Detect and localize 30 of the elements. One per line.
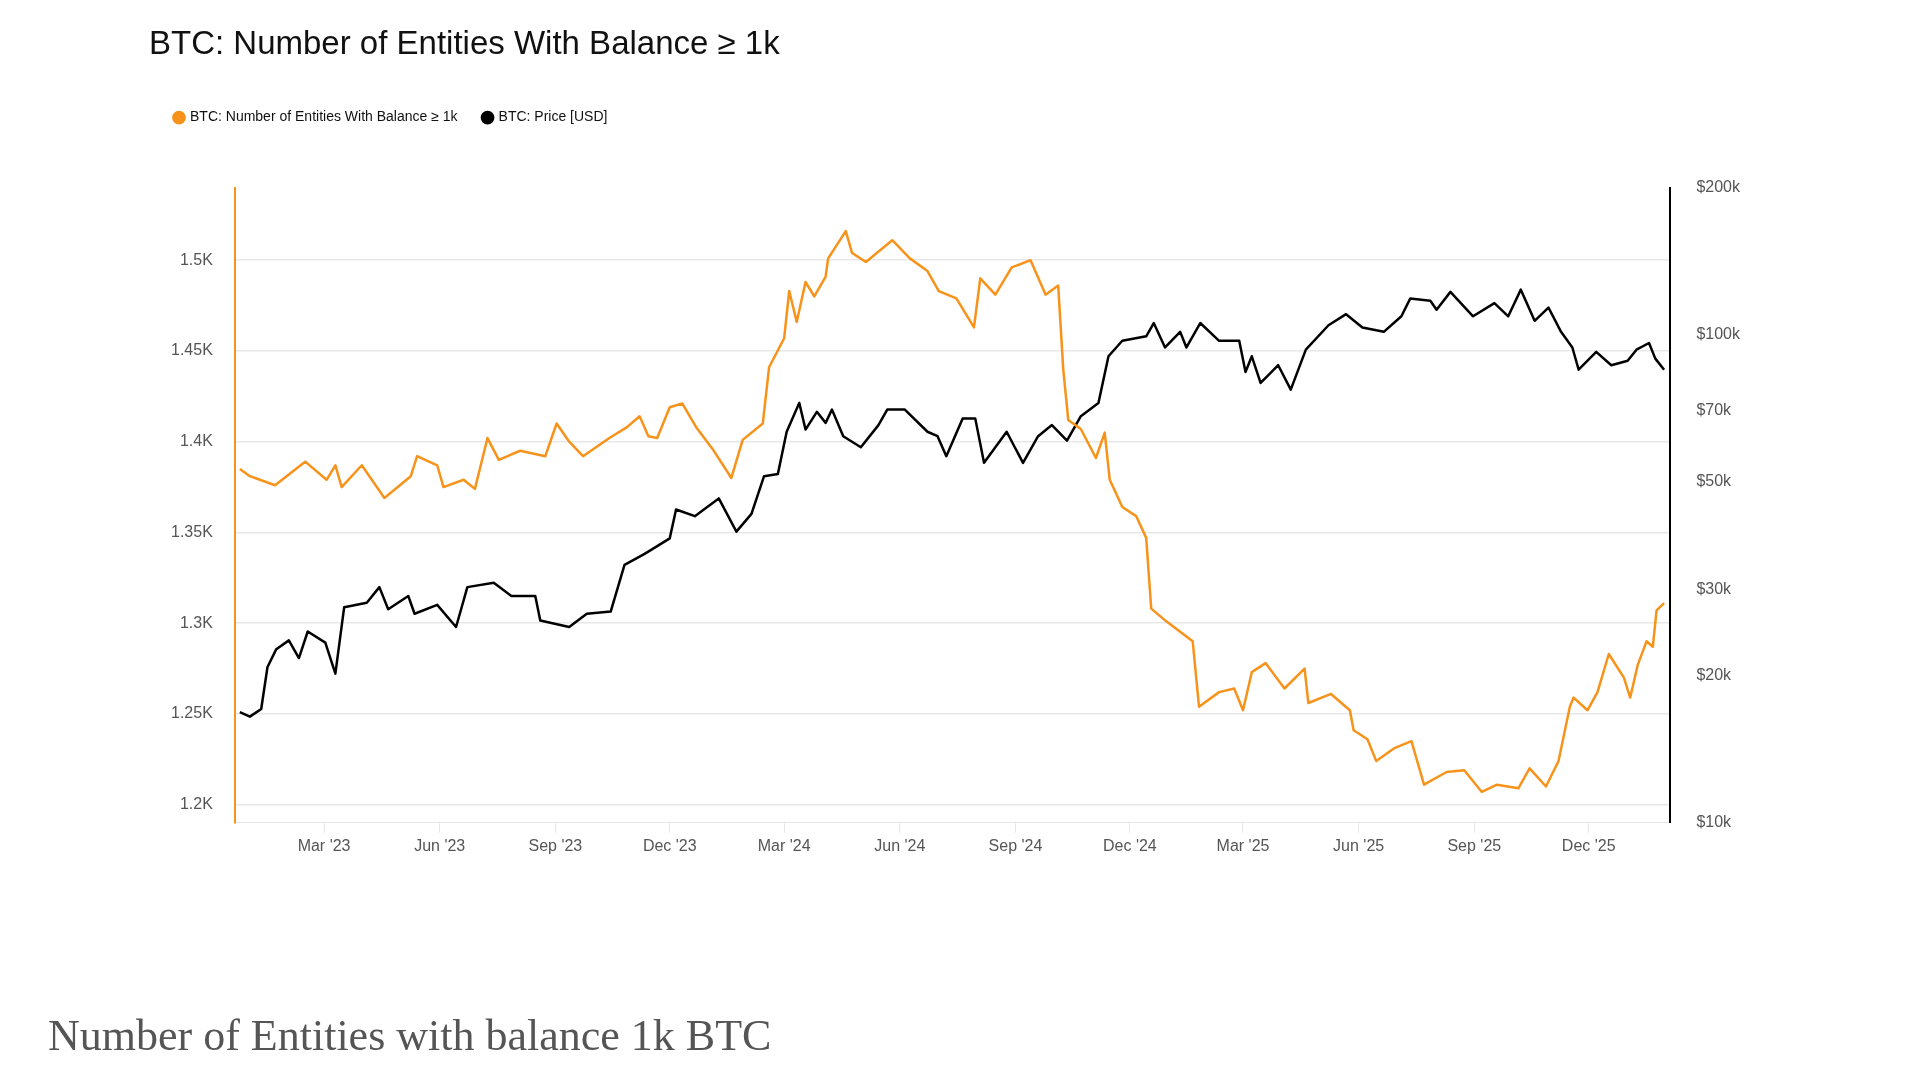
y2-tick-label: $20k [1696,666,1733,684]
x-tick-label: Mar '23 [297,836,351,854]
x-tick-label: Dec '25 [1561,836,1616,854]
y2-tick-label: $30k [1696,580,1733,598]
x-tick-label: Dec '24 [1102,836,1157,854]
y2-tick-label: $200k [1696,178,1741,196]
y-tick-label: 1.35K [171,522,214,540]
x-tick-label: Sep '23 [528,836,583,854]
y2-tick-label: $100k [1696,324,1741,342]
x-tick-label: Mar '24 [757,836,811,854]
legend-label: BTC: Number of Entities With Balance ≥ 1k [190,108,459,125]
x-tick-label: Sep '25 [1447,836,1502,854]
x-tick-label: Dec '23 [642,836,697,854]
text: Number of Entities with balance 1k BTC [48,1010,772,1061]
y-tick-label: 1.2K [179,795,214,813]
x-tick-label: Jun '23 [414,836,466,854]
x-tick-label: Jun '24 [874,836,926,854]
legend-label: BTC: Price [USD] [498,108,608,125]
y-tick-label: 1.45K [171,341,214,359]
y2-tick-label: $50k [1696,471,1733,489]
x-tick-label: Jun '25 [1333,836,1385,854]
y2-tick-label: $10k [1696,813,1733,831]
y-tick-label: 1.3K [179,613,214,631]
x-tick-label: Mar '25 [1216,836,1270,854]
chart-title: BTC: Number of Entities With Balance ≥ 1k [149,23,781,61]
y-tick-label: 1.25K [171,704,214,722]
x-tick-label: Sep '24 [988,836,1043,854]
y-tick-label: 1.5K [179,250,214,268]
y2-tick-label: $70k [1696,400,1733,418]
y-tick-label: 1.4K [179,432,214,450]
